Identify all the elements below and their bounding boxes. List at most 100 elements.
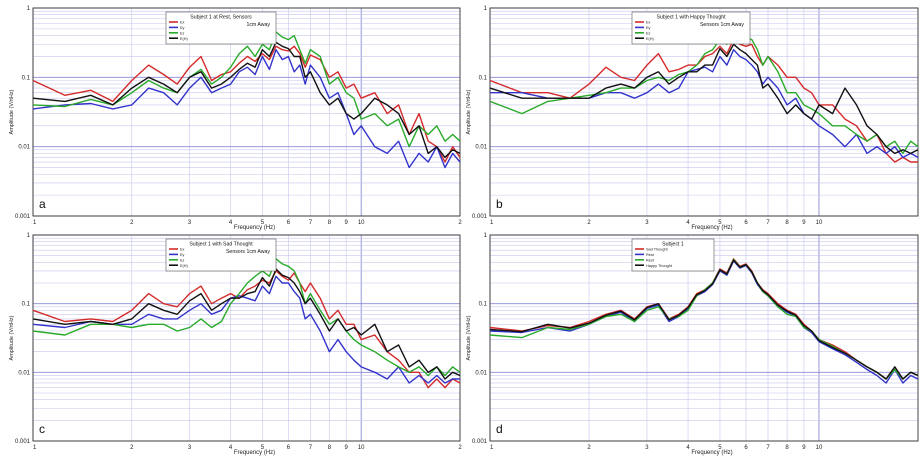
legend-box bbox=[631, 11, 751, 45]
series-line-1 bbox=[32, 45, 461, 163]
x-tick-label: 7 bbox=[309, 445, 313, 451]
series-line-2 bbox=[490, 49, 919, 159]
y-axis-label: Amplitude (V/rtHz) bbox=[9, 89, 15, 134]
x-tick-label: 9 bbox=[802, 220, 806, 226]
x-tick-label: 6 bbox=[744, 220, 748, 226]
y-tick-label: 0.1 bbox=[22, 302, 31, 308]
y-tick-label: 0.01 bbox=[18, 145, 30, 151]
y-tick-label: 1 bbox=[484, 6, 488, 12]
x-tick-label: 5 bbox=[718, 445, 722, 451]
x-tick-label: 6 bbox=[287, 445, 291, 451]
legend-entry: Rest bbox=[646, 258, 655, 262]
series-line-4 bbox=[32, 41, 461, 159]
legend-entry: E(H) bbox=[646, 37, 655, 41]
y-tick-label: 0.001 bbox=[472, 214, 488, 220]
legend-box bbox=[165, 11, 277, 45]
series-line-4 bbox=[489, 43, 919, 155]
legend-box bbox=[165, 238, 277, 272]
series-line-4 bbox=[489, 259, 919, 380]
y-axis-label: Amplitude (V/rtHz) bbox=[466, 315, 472, 360]
legend-entry: Ex bbox=[646, 21, 651, 25]
legend-title: Subject 1 with Sad Thought bbox=[189, 242, 253, 248]
axes-frame bbox=[489, 234, 919, 442]
chart-panel-c: 1 2 3 4 5 6 7 8 9 10 2 1 0.1 0.01 0.001 Frequency (Hz) A… bbox=[9, 233, 462, 456]
legend-entry: E(H) bbox=[180, 264, 189, 268]
series-line-2 bbox=[32, 275, 460, 384]
chart-panel-d: 1 2 3 4 5 6 7 8 9 10 1 0.1 0.01 0.001 Frequency (Hz) Am… bbox=[466, 233, 919, 456]
x-tick-label: 9 bbox=[345, 220, 349, 226]
chart-panel-b: 1 2 3 4 5 6 7 8 9 10 1 0.1 0.01 0.001 Frequency (Hz) Am… bbox=[466, 6, 919, 231]
panel-label: c bbox=[39, 422, 45, 436]
legend-entry: Ez bbox=[180, 31, 185, 35]
legend-entry: Ey bbox=[180, 26, 185, 30]
legend-entry: Ex bbox=[180, 21, 185, 25]
legend-note: Sensors 1cm Away bbox=[226, 249, 270, 255]
x-tick-label: 7 bbox=[309, 220, 313, 226]
y-tick-label: 0.01 bbox=[475, 145, 487, 151]
legend-entry: Happy Thought bbox=[646, 264, 673, 268]
x-tick-label: 4 bbox=[229, 220, 233, 226]
x-tick-label: 10 bbox=[358, 445, 365, 451]
x-tick-label: 6 bbox=[744, 445, 748, 451]
x-tick-label: 9 bbox=[802, 445, 806, 451]
x-tick-label: 1 bbox=[33, 445, 37, 451]
x-tick-label: 5 bbox=[261, 445, 265, 451]
y-axis-label: Amplitude (V/rtHz) bbox=[466, 89, 472, 134]
axes-frame bbox=[32, 234, 461, 442]
x-tick-label: 8 bbox=[328, 445, 332, 451]
series-line-3 bbox=[32, 31, 461, 148]
axes-frame bbox=[32, 7, 461, 217]
y-axis-label: Amplitude (V/rtHz) bbox=[9, 315, 15, 360]
y-tick-label: 0.01 bbox=[18, 370, 30, 376]
x-tick-label: 1 bbox=[490, 445, 494, 451]
y-tick-label: 0.1 bbox=[479, 75, 488, 81]
x-tick-label: 8 bbox=[785, 220, 789, 226]
x-tick-label: 3 bbox=[645, 220, 649, 226]
x-axis-label: Frequency (Hz) bbox=[234, 450, 275, 456]
y-tick-label: 0.1 bbox=[479, 302, 488, 308]
legend-title: Subject 1 at Rest, Sensors bbox=[190, 15, 252, 21]
legend-entry: Rest bbox=[646, 253, 655, 257]
x-tick-label: 3 bbox=[188, 445, 192, 451]
x-tick-label: 2 bbox=[458, 220, 462, 226]
x-tick-label: 7 bbox=[766, 220, 770, 226]
x-tick-label: 4 bbox=[686, 220, 690, 226]
legend-entry: Ez bbox=[180, 258, 185, 262]
x-tick-label: 2 bbox=[587, 220, 591, 226]
x-tick-label: 10 bbox=[358, 220, 365, 226]
x-tick-label: 8 bbox=[328, 220, 332, 226]
legend-entry: Ey bbox=[180, 253, 185, 257]
axes-frame bbox=[489, 7, 919, 217]
x-axis-label: Frequency (Hz) bbox=[234, 225, 275, 231]
y-tick-label: 0.1 bbox=[22, 75, 31, 81]
series-line-1 bbox=[489, 38, 918, 163]
y-tick-label: 0.001 bbox=[15, 439, 31, 445]
x-tick-label: 5 bbox=[718, 220, 722, 226]
panel-label: b bbox=[496, 197, 503, 211]
x-tick-label: 2 bbox=[587, 445, 591, 451]
y-tick-label: 0.01 bbox=[475, 370, 487, 376]
x-tick-label: 1 bbox=[33, 220, 37, 226]
x-tick-label: 1 bbox=[490, 220, 494, 226]
x-tick-label: 6 bbox=[287, 220, 291, 226]
panel-label: d bbox=[496, 422, 503, 436]
x-tick-label: 4 bbox=[686, 445, 690, 451]
legend-entry: Sad Thought bbox=[646, 248, 669, 252]
x-tick-label: 7 bbox=[766, 445, 770, 451]
x-tick-label: 3 bbox=[188, 220, 192, 226]
legend-entry: Ex bbox=[180, 248, 185, 252]
x-tick-label: 2 bbox=[130, 445, 134, 451]
x-tick-label: 2 bbox=[130, 220, 134, 226]
legend-title: Subject 1 bbox=[662, 242, 684, 248]
series-line-1 bbox=[32, 270, 461, 389]
legend-title: Subject 1 with Happy Thought bbox=[656, 15, 726, 21]
legend-entry: E(H) bbox=[180, 37, 189, 41]
x-axis-label: Frequency (Hz) bbox=[691, 450, 732, 456]
series-line-4 bbox=[32, 268, 461, 380]
y-tick-label: 0.001 bbox=[472, 439, 488, 445]
